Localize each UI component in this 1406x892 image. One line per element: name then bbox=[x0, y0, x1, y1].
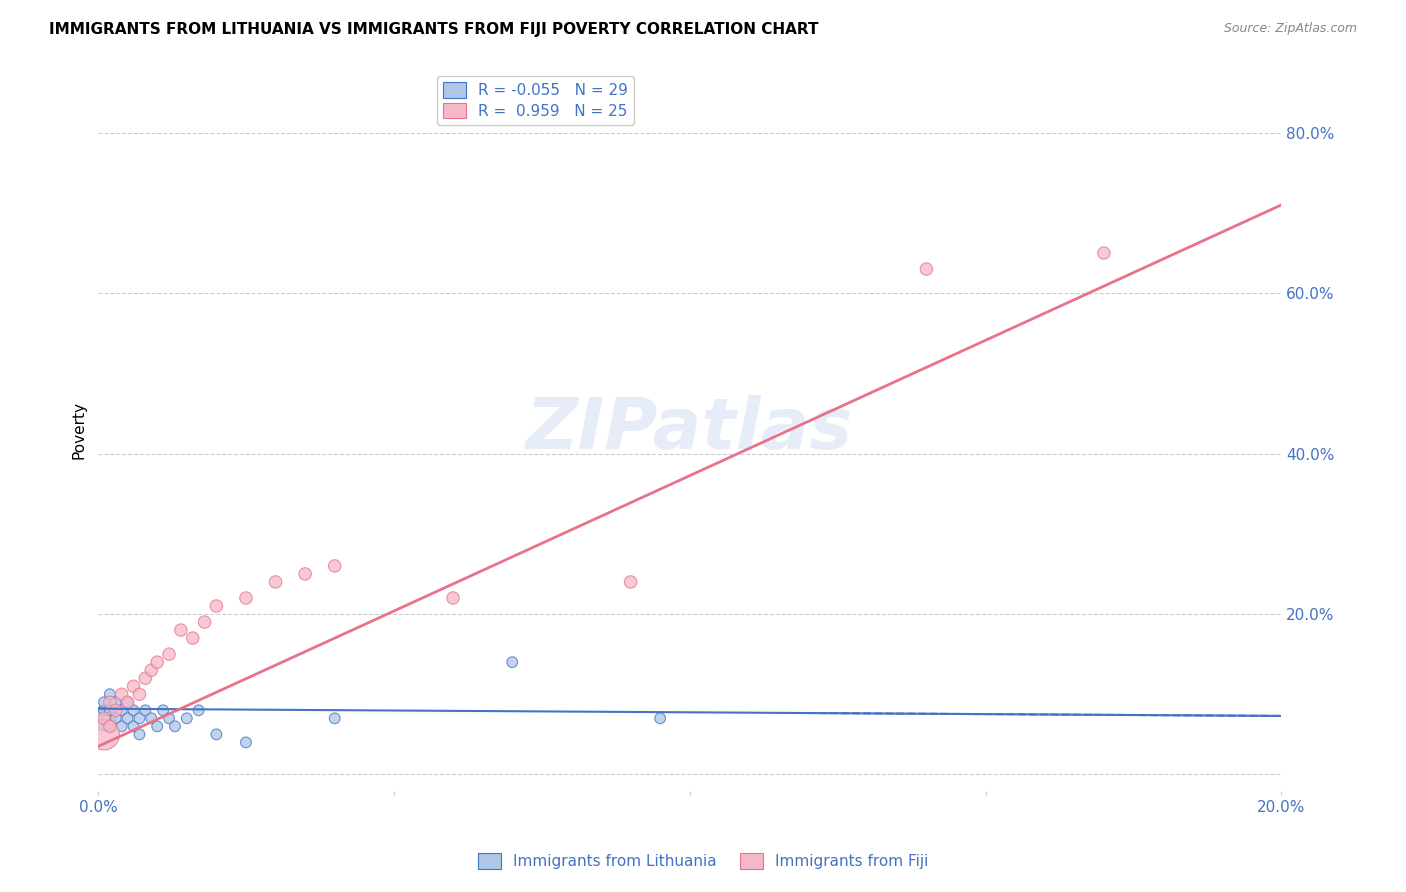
Point bbox=[235, 591, 257, 605]
Point bbox=[193, 615, 215, 629]
Point bbox=[181, 631, 204, 645]
Point bbox=[141, 711, 163, 725]
Legend: R = -0.055   N = 29, R =  0.959   N = 25: R = -0.055 N = 29, R = 0.959 N = 25 bbox=[437, 76, 634, 125]
Point bbox=[163, 719, 186, 733]
Point bbox=[501, 655, 523, 669]
Text: IMMIGRANTS FROM LITHUANIA VS IMMIGRANTS FROM FIJI POVERTY CORRELATION CHART: IMMIGRANTS FROM LITHUANIA VS IMMIGRANTS … bbox=[49, 22, 818, 37]
Point bbox=[93, 727, 115, 741]
Point bbox=[146, 719, 169, 733]
Point bbox=[104, 711, 127, 725]
Point bbox=[128, 711, 150, 725]
Point bbox=[152, 703, 174, 717]
Point bbox=[205, 727, 228, 741]
Point bbox=[157, 711, 180, 725]
Point bbox=[98, 703, 121, 717]
Point bbox=[187, 703, 209, 717]
Point bbox=[134, 671, 156, 685]
Point bbox=[128, 687, 150, 701]
Point bbox=[619, 574, 641, 589]
Point bbox=[98, 719, 121, 733]
Point bbox=[117, 711, 139, 725]
Point bbox=[104, 703, 127, 717]
Legend: Immigrants from Lithuania, Immigrants from Fiji: Immigrants from Lithuania, Immigrants fr… bbox=[472, 847, 934, 875]
Point bbox=[104, 695, 127, 709]
Point bbox=[111, 687, 134, 701]
Point bbox=[122, 703, 145, 717]
Point bbox=[122, 719, 145, 733]
Point bbox=[441, 591, 464, 605]
Point bbox=[98, 687, 121, 701]
Point bbox=[235, 735, 257, 749]
Y-axis label: Poverty: Poverty bbox=[72, 401, 86, 458]
Point bbox=[170, 623, 193, 637]
Point bbox=[176, 711, 198, 725]
Point bbox=[915, 262, 938, 277]
Point bbox=[205, 599, 228, 613]
Point bbox=[264, 574, 287, 589]
Point bbox=[122, 679, 145, 693]
Point bbox=[157, 647, 180, 661]
Point bbox=[98, 719, 121, 733]
Point bbox=[141, 663, 163, 677]
Point bbox=[93, 703, 115, 717]
Text: Source: ZipAtlas.com: Source: ZipAtlas.com bbox=[1223, 22, 1357, 36]
Point bbox=[323, 711, 346, 725]
Point bbox=[111, 703, 134, 717]
Point bbox=[93, 711, 115, 725]
Text: ZIPatlas: ZIPatlas bbox=[526, 395, 853, 464]
Point bbox=[1092, 246, 1115, 260]
Point bbox=[93, 711, 115, 725]
Point bbox=[128, 727, 150, 741]
Point bbox=[117, 695, 139, 709]
Point bbox=[117, 695, 139, 709]
Point bbox=[134, 703, 156, 717]
Point bbox=[98, 695, 121, 709]
Point bbox=[650, 711, 672, 725]
Point bbox=[146, 655, 169, 669]
Point bbox=[93, 695, 115, 709]
Point bbox=[323, 558, 346, 573]
Point bbox=[111, 719, 134, 733]
Point bbox=[294, 566, 316, 581]
